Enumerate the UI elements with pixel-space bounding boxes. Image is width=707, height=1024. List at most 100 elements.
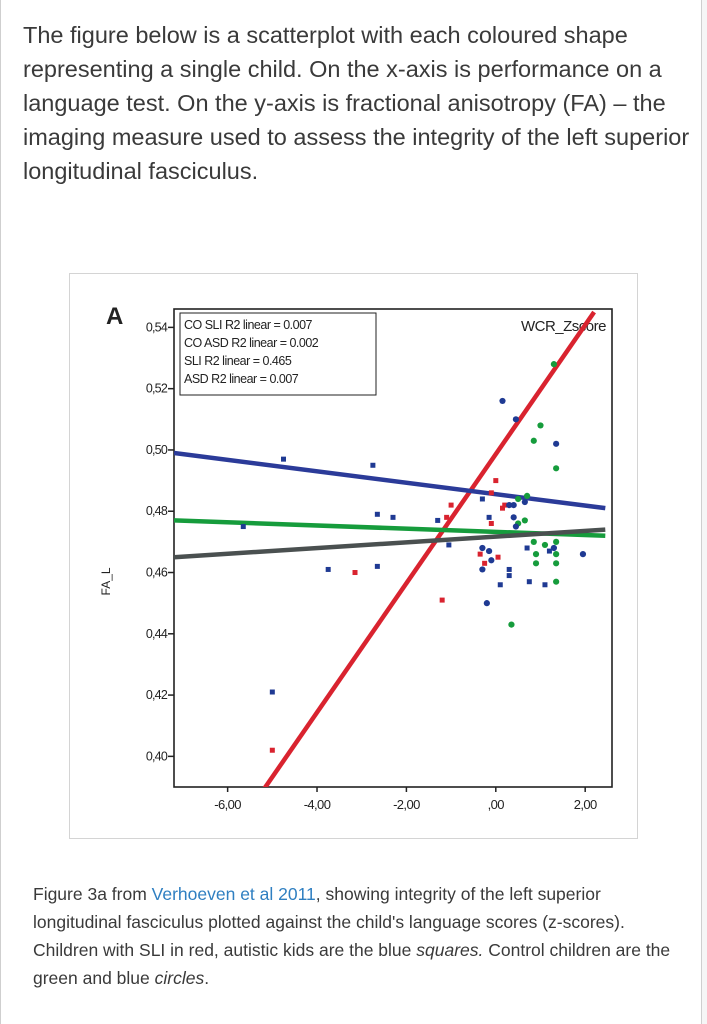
caption-text-1: Figure 3a from [33,884,152,904]
point-co_blue [521,498,528,506]
point-asd [325,566,331,572]
point-asd [542,582,548,588]
fit-line-co_asd [174,527,606,560]
point-co_green [508,621,515,628]
y-tick-label: 0,42 [146,688,168,702]
y-tick-label: 0,52 [146,382,168,396]
point-co_green [532,551,540,558]
point-asd [374,563,380,569]
point-co_green [553,551,560,558]
point-co_green [537,422,544,429]
point-co_blue [485,547,493,555]
x-tick-label: -4,00 [304,797,331,812]
point-co_green [523,492,531,500]
point-co_blue [579,551,587,558]
y-tick-label: 0,44 [146,627,168,641]
figure-frame: 0,40 0,42 0,44 0,46 0,48 0,50 0,52 0,54 -6,00 -4,… [69,273,638,839]
x-tick-label: 2,00 [574,797,597,812]
point-co_green [553,465,560,472]
point-asd [524,545,530,551]
point-sli [488,520,494,526]
y-tick-label: 0,46 [146,566,168,580]
point-co_green [553,560,560,567]
point-co_blue [483,600,490,607]
fit-line-asd [174,450,606,511]
point-asd [269,689,275,695]
point-co_blue [510,514,517,521]
point-co_green [553,578,560,585]
point-co_blue [512,523,520,530]
point-asd [506,566,512,572]
point-sli [269,747,275,753]
y-tick-label: 0,54 [146,320,168,334]
point-asd [486,514,492,520]
verhoeven-link[interactable]: Verhoeven et al 2011 [151,884,316,904]
scatterplot-chart: 0,40 0,42 0,44 0,46 0,48 0,50 0,52 0,54 -6,00 -4,… [99,303,613,812]
point-asd [497,582,503,588]
point-co_blue [499,397,506,405]
point-asd [240,524,246,530]
point-co_green [532,560,540,567]
y-tick-label: 0,48 [146,504,168,518]
point-sli [448,502,454,508]
legend-entry: CO ASD R2 linear = 0.002 [184,336,319,350]
point-co_green [550,361,557,368]
caption-text-4: . [204,968,210,988]
point-co_blue [550,544,557,552]
point-asd [370,462,376,468]
point-sli [444,514,450,520]
point-co_green [530,437,537,444]
x-tick-label: ,00 [488,797,505,812]
point-sli [502,502,508,508]
point-sli [500,505,505,511]
point-sli [352,570,358,576]
point-asd [390,514,396,520]
figure-caption: Figure 3a from Verhoeven et al 2011, sho… [33,880,673,992]
point-co_blue [479,566,486,573]
legend-entry: CO SLI R2 linear = 0.007 [184,318,313,332]
point-asd [281,456,286,462]
point-asd [546,548,552,554]
plot-area [174,310,606,787]
fit-line-sli [262,310,596,787]
point-co_blue [510,502,517,509]
point-sli [482,560,488,566]
legend-box [179,312,377,396]
point-co_green [521,517,528,524]
x-tick-label: -6,00 [214,797,241,812]
point-asd [446,542,452,548]
x-tick-label: -2,00 [393,797,420,812]
y-tick-label: 0,50 [146,443,168,457]
point-asd [435,517,441,523]
point-co_blue [488,557,495,564]
panel-letter: A [106,303,123,330]
y-axis-label: FA_L [99,567,113,595]
point-sli [477,551,483,557]
x-axis-label: WCR_Zscore [521,318,606,335]
point-sli [495,554,501,560]
point-asd [374,511,380,517]
point-asd [526,579,532,585]
legend-entry: ASD R2 linear = 0.007 [184,372,299,386]
point-co_blue [479,544,486,552]
point-sli [439,597,445,603]
caption-text-2: , showing integrity of the left superior… [33,884,625,960]
point-co_blue [553,440,560,447]
intro-paragraph: The figure below is a scatterplot with e… [23,22,690,184]
caption-italic-circles: circles [154,968,205,988]
point-co_blue [506,502,513,509]
point-co_blue [512,416,520,423]
point-sli [488,490,494,496]
point-co_green [530,538,537,545]
point-co_green [515,495,522,503]
y-tick-label: 0,40 [146,749,168,763]
point-asd [479,496,485,502]
legend-entry: SLI R2 linear = 0.465 [184,354,292,368]
caption-text-3: Control children are the green and blue [33,940,671,988]
point-sli [493,478,499,484]
point-asd [506,573,512,579]
caption-italic-squares: squares. [416,940,484,960]
point-co_green [553,538,560,545]
point-co_green [541,541,549,549]
